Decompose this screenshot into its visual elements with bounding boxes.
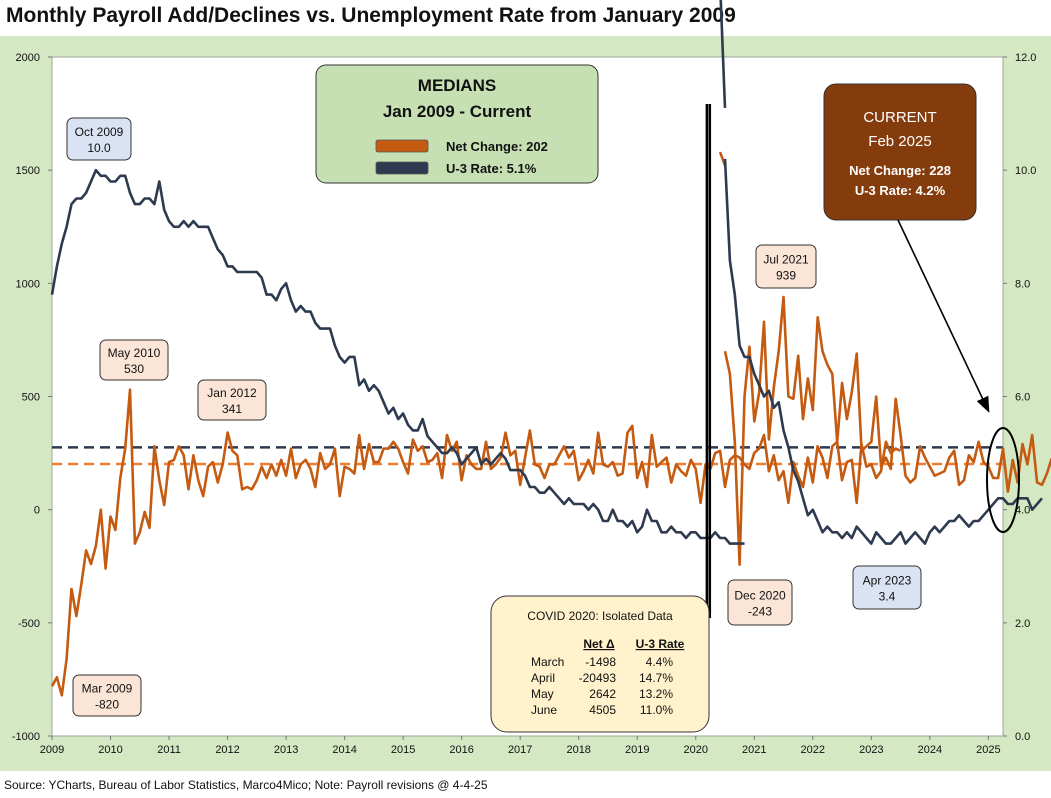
medians-subtitle: Jan 2009 - Current: [383, 102, 532, 121]
medians-legend-payroll-swatch: [375, 139, 429, 153]
covid-table-month: March: [531, 655, 564, 669]
left-axis-tick-label: 0: [34, 505, 40, 517]
x-axis-tick-label: 2023: [859, 744, 883, 756]
covid-table-net-change: 4505: [589, 703, 616, 717]
right-axis-tick-label: 0.0: [1015, 731, 1030, 743]
x-axis-tick-label: 2017: [508, 744, 532, 756]
annotation-jul2021-value: 939: [776, 269, 796, 283]
covid-table-net-change: -1498: [585, 655, 616, 669]
covid-table-month: April: [531, 671, 555, 685]
left-axis-tick-label: -1000: [12, 731, 40, 743]
left-axis-tick-label: 2000: [16, 52, 40, 64]
current-u3-rate: U-3 Rate: 4.2%: [855, 183, 946, 198]
current-net-change: Net Change: 228: [849, 163, 951, 178]
medians-legend-urate-swatch: [375, 161, 429, 175]
series-line-urate-1: [719, 0, 727, 108]
covid-table-u3-rate: 14.7%: [639, 671, 673, 685]
left-axis-tick-label: 500: [22, 392, 40, 404]
current-arrow: [897, 219, 990, 413]
left-axis-tick-label: -500: [18, 618, 40, 630]
right-axis-tick-label: 4.0: [1015, 505, 1030, 517]
medians-legend-urate-label: U-3 Rate: 5.1%: [446, 161, 537, 176]
covid-table-header: U-3 Rate: [636, 637, 685, 651]
x-axis-tick-label: 2013: [274, 744, 298, 756]
medians-legend-payroll-label: Net Change: 202: [446, 139, 548, 154]
current-date: Feb 2025: [868, 133, 931, 150]
covid-table-header: Net Δ: [583, 637, 615, 651]
x-axis-tick-label: 2025: [976, 744, 1000, 756]
annotation-jul2021-box: [755, 244, 817, 289]
annotation-apr2023-box: [852, 565, 922, 610]
x-axis-tick-label: 2024: [918, 744, 942, 756]
x-axis-tick-label: 2019: [625, 744, 649, 756]
right-axis-tick-label: 6.0: [1015, 392, 1030, 404]
series-line-urate-0: [50, 168, 745, 545]
covid-table-u3-rate: 11.0%: [640, 703, 673, 717]
annotation-jul2021-label: Jul 2021: [763, 253, 809, 267]
right-axis-tick-label: 8.0: [1015, 278, 1030, 290]
annotation-apr2023-value: 3.4: [879, 590, 896, 604]
annotation-jan2012-value: 341: [222, 402, 242, 416]
covid-table-box: [490, 595, 710, 733]
annotation-oct2009-box: [66, 117, 132, 161]
x-axis-tick-label: 2010: [98, 744, 122, 756]
x-axis-tick-label: 2016: [449, 744, 473, 756]
annotation-dec2020-label: Dec 2020: [734, 589, 786, 603]
annotation-jan2012-box: [197, 379, 267, 421]
right-axis-tick-label: 12.0: [1015, 52, 1036, 64]
left-axis-tick-label: 1500: [16, 165, 40, 177]
current-highlight-ellipse: [986, 427, 1020, 533]
annotation-mar2009-label: Mar 2009: [82, 682, 133, 696]
annotation-mar2009-value: -820: [95, 698, 119, 712]
chart-title: Monthly Payroll Add/Declines vs. Unemplo…: [6, 4, 736, 27]
covid-table-month: June: [531, 703, 557, 717]
current-box: [823, 83, 977, 221]
left-axis-tick-label: 1000: [16, 278, 40, 290]
covid-table-u3-rate: 13.2%: [639, 687, 673, 701]
annotation-dec2020-value: -243: [748, 605, 772, 619]
x-axis-tick-label: 2011: [157, 744, 181, 756]
medians-title: MEDIANS: [418, 76, 496, 95]
x-axis-tick-label: 2015: [391, 744, 415, 756]
source-note: Source: YCharts, Bureau of Labor Statist…: [4, 778, 488, 792]
annotation-mar2009-box: [72, 674, 142, 717]
covid-table-title: COVID 2020: Isolated Data: [527, 609, 673, 623]
annotation-may2010-label: May 2010: [108, 346, 161, 360]
annotation-apr2023-label: Apr 2023: [863, 574, 912, 588]
x-axis-tick-label: 2014: [332, 744, 356, 756]
covid-table-net-change: -20493: [579, 671, 617, 685]
current-title: CURRENT: [863, 109, 936, 126]
x-axis-tick-label: 2022: [801, 744, 825, 756]
annotation-oct2009-label: Oct 2009: [75, 125, 124, 139]
annotation-jan2012-label: Jan 2012: [207, 386, 257, 400]
x-axis-tick-label: 2012: [215, 744, 239, 756]
series-line-payroll-2: [723, 295, 1051, 567]
annotation-oct2009-value: 10.0: [87, 141, 111, 155]
right-axis-tick-label: 10.0: [1015, 165, 1036, 177]
covid-table-month: May: [531, 687, 554, 701]
x-axis-tick-label: 2009: [40, 744, 64, 756]
x-axis-tick-label: 2021: [742, 744, 766, 756]
x-axis-tick-label: 2018: [566, 744, 590, 756]
annotation-may2010-value: 530: [124, 362, 144, 376]
right-axis-tick-label: 2.0: [1015, 618, 1030, 630]
covid-table-net-change: 2642: [589, 687, 616, 701]
annotation-dec2020-box: [727, 579, 793, 626]
covid-table-u3-rate: 4.4%: [646, 655, 674, 669]
annotation-may2010-box: [99, 339, 169, 381]
series-line-payroll-0: [50, 388, 902, 697]
x-axis-tick-label: 2020: [684, 744, 708, 756]
medians-box: [315, 64, 599, 184]
